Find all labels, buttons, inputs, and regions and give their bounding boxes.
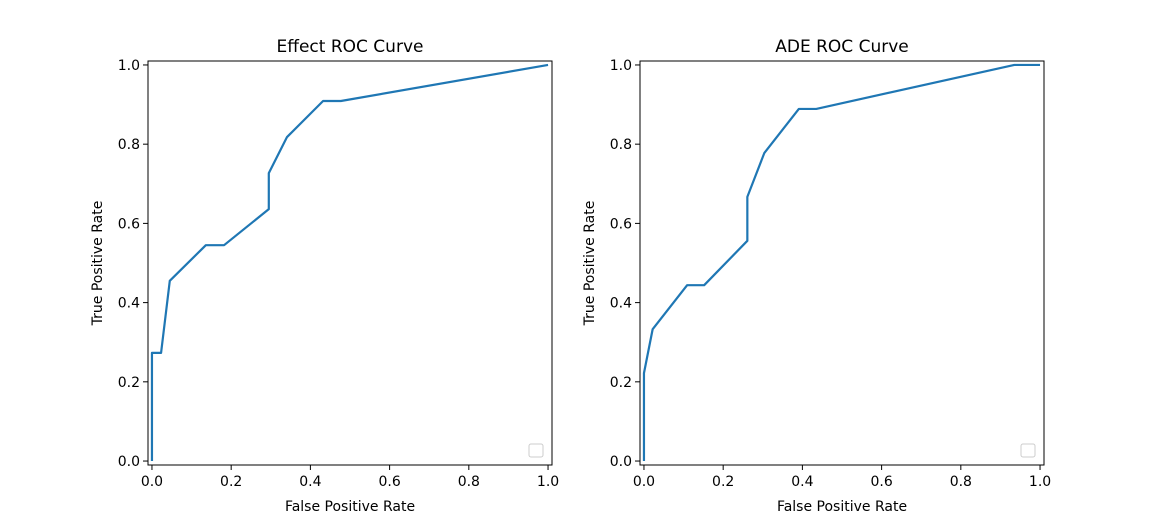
x-tick-label: 0.0 — [141, 474, 163, 490]
x-tick-label: 0.4 — [299, 474, 321, 490]
y-tick-label: 0.8 — [118, 137, 140, 153]
ade-roc-chart: ADE ROC Curve 0.0 0.2 0.4 0.6 0.8 1.00.00.20.… — [582, 37, 1051, 515]
y-axis-label: True Positive Rate — [582, 201, 598, 327]
x-tick-label: 0.8 — [950, 474, 972, 490]
x-tick-label: 0.6 — [378, 474, 400, 490]
y-tick-label: 1.0 — [610, 58, 632, 74]
y-tick-label: 0.0 — [610, 454, 632, 470]
y-tick-label: 0.4 — [118, 296, 140, 312]
axis-ticks: 0.0 0.2 0.4 0.6 0.8 1.0 0.0 0.2 0.4 0.6 0.8 1.0 — [118, 58, 559, 490]
x-tick-label: 0.4 — [791, 474, 813, 490]
plot-frame — [639, 60, 1045, 466]
x-tick-label: 1.0 — [537, 474, 559, 490]
y-tick-label: 0.6 — [610, 216, 632, 232]
y-tick-label: 0.4 — [610, 296, 632, 312]
axis-ticks: 0.0 0.2 0.4 0.6 0.8 1.0 0.0 0.2 0.4 0.6 0.8 1.0 — [610, 58, 1051, 490]
y-axis-label: True Positive Rate — [90, 201, 106, 327]
x-tick-label: 0.2 — [220, 474, 242, 490]
y-tick-label: 1.0 — [118, 58, 140, 74]
effect-roc-chart: Effect ROC Curve 0.0 0.2 0.4 0.6 0.8 1.00.00.… — [90, 37, 559, 515]
y-tick-label: 0.2 — [118, 375, 140, 391]
legend-box — [1020, 443, 1036, 458]
y-tick-label: 0.0 — [118, 454, 140, 470]
chart-title: ADE ROC Curve — [775, 37, 909, 57]
roc-curve-line — [642, 63, 1041, 462]
x-tick-label: 1.0 — [1029, 474, 1051, 490]
x-axis-label: False Positive Rate — [777, 499, 907, 515]
x-tick-label: 0.6 — [870, 474, 892, 490]
legend-box — [528, 443, 544, 458]
x-axis-label: False Positive Rate — [285, 499, 415, 515]
y-tick-label: 0.2 — [610, 375, 632, 391]
chart-title: Effect ROC Curve — [277, 37, 424, 57]
y-tick-label: 0.6 — [118, 216, 140, 232]
x-tick-label: 0.8 — [458, 474, 480, 490]
roc-curve-line — [150, 63, 549, 462]
plot-frame — [147, 60, 553, 466]
x-tick-label: 0.0 — [633, 474, 655, 490]
y-tick-label: 0.8 — [610, 137, 632, 153]
x-tick-label: 0.2 — [712, 474, 734, 490]
